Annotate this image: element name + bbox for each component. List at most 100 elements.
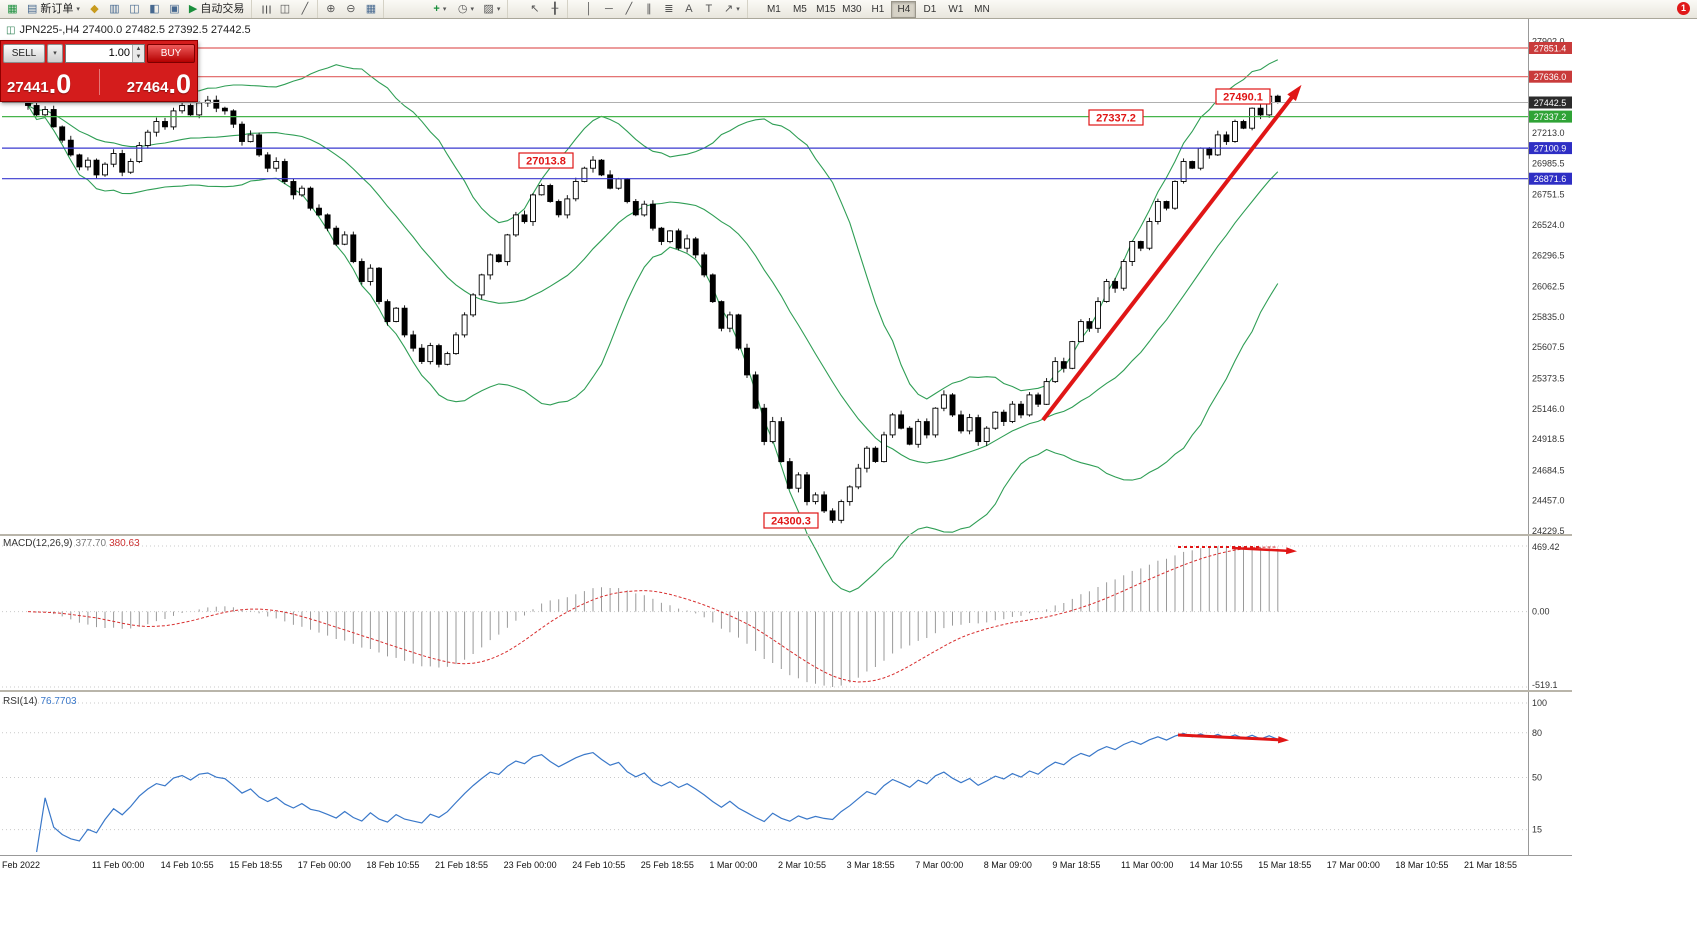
trendline-icon[interactable]: ╱ xyxy=(625,2,633,15)
rsi-label: RSI(14) 76.7703 xyxy=(3,696,77,707)
macd-annotation-arrow[interactable] xyxy=(1178,546,1297,555)
svg-text:50: 50 xyxy=(1532,773,1542,783)
svg-text:80: 80 xyxy=(1532,728,1542,738)
buy-price-dec: .0 xyxy=(168,69,191,99)
templates-button[interactable]: ▨ ▾ xyxy=(479,2,504,17)
candlestick-chart-icon[interactable]: ◫ xyxy=(279,2,291,15)
text-tool-icon[interactable]: A xyxy=(685,2,693,15)
time-axis-label: 3 Mar 18:55 xyxy=(846,860,895,870)
notification-badge[interactable]: 1 xyxy=(1677,2,1690,15)
channel-icon[interactable]: ∥ xyxy=(646,2,652,15)
price-callout[interactable]: 24300.3 xyxy=(763,512,819,529)
arrows-tool-button[interactable]: ↗ ▾ xyxy=(719,2,744,17)
horizontal-line-icon[interactable]: ─ xyxy=(604,2,613,15)
new-chart-icon[interactable]: ▦ xyxy=(7,2,18,15)
time-axis-label: 17 Feb 00:00 xyxy=(297,860,351,870)
autotrading-button[interactable]: ▶ 自动交易 xyxy=(185,2,248,17)
chevron-down-icon: ▾ xyxy=(470,5,474,13)
indicators-plus-icon: + xyxy=(433,2,440,15)
market-watch-icon[interactable]: ▥ xyxy=(109,2,120,15)
timeframe-m5[interactable]: M5 xyxy=(792,3,807,15)
buy-price[interactable]: 27464.0 xyxy=(127,71,191,98)
timeframe-w1[interactable]: W1 xyxy=(948,3,964,15)
price-badge: 26871.6 xyxy=(1529,172,1572,185)
volume-stepper[interactable]: ▲ ▼ xyxy=(132,44,144,62)
zoom-out-icon[interactable]: ⊖ xyxy=(346,2,356,15)
chart-title-text: JPN225-,H4 27400.0 27482.5 27392.5 27442… xyxy=(19,24,251,36)
vertical-line-icon[interactable]: │ xyxy=(585,2,593,15)
macd-pane: 469.42 0.00 -519.1 xyxy=(2,542,1560,690)
periods-button[interactable]: ◷ ▾ xyxy=(453,2,478,17)
horizontal-levels[interactable] xyxy=(2,47,1528,180)
toolbar-group-objects: │ ─ ╱ ∥ ≣ A T ↗ ▾ xyxy=(576,0,749,18)
sell-button[interactable]: SELL xyxy=(3,43,45,63)
buy-button[interactable]: BUY xyxy=(147,43,195,63)
macd-value-1: 377.70 xyxy=(75,538,107,549)
toolbar-group-chart-types: ☰ ◫ ╱ xyxy=(252,0,319,18)
timeframe-h4[interactable]: H4 xyxy=(891,0,917,18)
toolbar-group-cursor: ↖ ╂ xyxy=(522,0,569,18)
timeframe-mn[interactable]: MN xyxy=(974,3,990,15)
cursor-icon[interactable]: ↖ xyxy=(530,2,540,15)
trend-arrow[interactable] xyxy=(1041,84,1302,422)
svg-text:24457.0: 24457.0 xyxy=(1532,496,1565,506)
pane-divider-macd[interactable] xyxy=(0,534,1572,536)
timeframe-h1[interactable]: H1 xyxy=(871,3,885,15)
svg-text:25835.0: 25835.0 xyxy=(1532,312,1565,322)
price-badge: 27337.2 xyxy=(1529,110,1572,123)
new-order-button[interactable]: ▤ 新订单 ▾ xyxy=(23,2,84,17)
price-callout[interactable]: 27490.1 xyxy=(1215,88,1271,105)
crosshair-icon[interactable]: ╂ xyxy=(551,2,559,15)
order-options-button[interactable]: ▾ xyxy=(47,43,63,63)
terminal-icon[interactable]: ▣ xyxy=(169,2,180,15)
rsi-annotation-arrow[interactable] xyxy=(1177,733,1289,744)
time-axis-label: 14 Mar 10:55 xyxy=(1189,860,1243,870)
pane-divider-rsi[interactable] xyxy=(0,690,1572,692)
price-callout[interactable]: 27013.8 xyxy=(518,152,574,169)
navigator-icon[interactable]: ◧ xyxy=(149,2,160,15)
toolbar-group-indicators: + ▾ ◷ ▾ ▨ ▾ xyxy=(424,0,509,18)
svg-text:27851.4: 27851.4 xyxy=(1534,44,1567,54)
chart-title: ◫ JPN225-,H4 27400.0 27482.5 27392.5 274… xyxy=(6,24,251,36)
chevron-down-icon: ▾ xyxy=(442,5,447,13)
bar-chart-icon[interactable]: ☰ xyxy=(255,2,274,17)
timeframe-m1[interactable]: M1 xyxy=(766,3,781,15)
timeframe-m30[interactable]: M30 xyxy=(842,3,862,15)
price-badge: 27442.5 xyxy=(1529,96,1572,109)
volume-value[interactable]: 1.00 xyxy=(108,46,130,59)
sell-price[interactable]: 27441.0 xyxy=(7,71,71,98)
svg-text:26062.5: 26062.5 xyxy=(1532,282,1565,292)
data-window-icon[interactable]: ◫ xyxy=(129,2,140,15)
clock-icon: ◷ xyxy=(457,2,468,15)
zoom-in-icon[interactable]: ⊕ xyxy=(326,2,336,15)
time-axis-label: 14 Feb 10:55 xyxy=(160,860,214,870)
price-badge: 27100.9 xyxy=(1529,142,1572,155)
svg-text:27013.8: 27013.8 xyxy=(526,156,566,168)
svg-text:24229.5: 24229.5 xyxy=(1532,526,1565,536)
spin-up-icon[interactable]: ▲ xyxy=(133,44,144,53)
profiles-icon[interactable]: ◆ xyxy=(90,2,99,15)
price-callout[interactable]: 27337.2 xyxy=(1088,109,1144,126)
svg-text:26751.5: 26751.5 xyxy=(1532,190,1565,200)
svg-text:27213.0: 27213.0 xyxy=(1532,128,1565,138)
rsi-value: 76.7703 xyxy=(40,696,77,707)
volume-field[interactable]: 1.00 ▲ ▼ xyxy=(65,43,145,63)
time-axis[interactable]: Feb 2022 11 Feb 00:00 14 Feb 10:55 15 Feb 1… xyxy=(0,855,1572,873)
timeframe-d1[interactable]: D1 xyxy=(923,3,937,15)
time-axis-label: 9 Mar 18:55 xyxy=(1052,860,1101,870)
text-label-icon[interactable]: T xyxy=(705,2,713,15)
order-controls-row: SELL ▾ 1.00 ▲ ▼ BUY xyxy=(1,41,197,63)
time-axis-label: 7 Mar 00:00 xyxy=(915,860,964,870)
line-chart-icon[interactable]: ╱ xyxy=(301,2,309,15)
indicators-button[interactable]: + ▾ xyxy=(427,2,452,17)
timeframe-m15[interactable]: M15 xyxy=(816,3,836,15)
time-axis-label: 24 Feb 10:55 xyxy=(572,860,626,870)
spin-down-icon[interactable]: ▼ xyxy=(133,53,144,62)
price-divider xyxy=(98,69,100,95)
order-prices-row: 27441.0 27464.0 xyxy=(1,63,197,101)
tile-windows-icon[interactable]: ▦ xyxy=(365,2,377,15)
fibonacci-icon[interactable]: ≣ xyxy=(664,2,674,15)
arrow-tool-icon: ↗ xyxy=(724,2,734,15)
